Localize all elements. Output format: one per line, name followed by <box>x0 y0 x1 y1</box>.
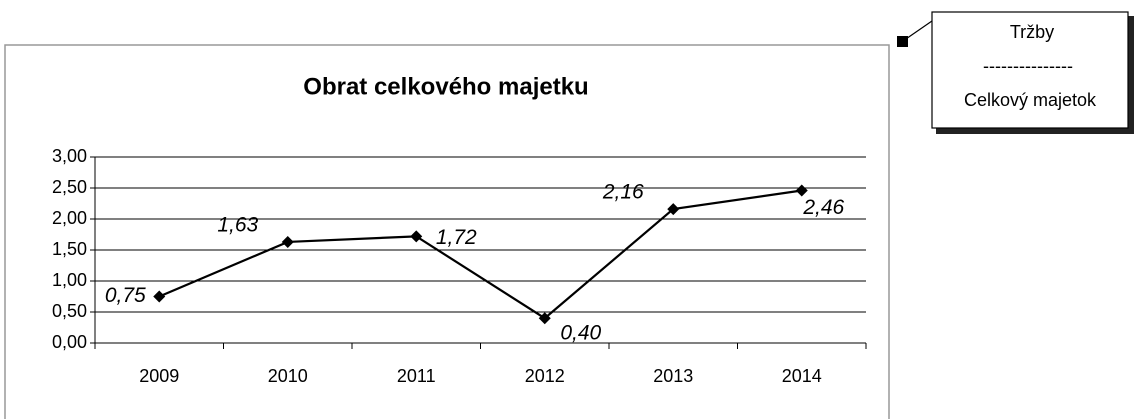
point-marker <box>153 290 166 303</box>
y-tick-label: 0,50 <box>52 301 87 321</box>
data-label: 2,16 <box>602 181 644 204</box>
y-tick-label: 1,00 <box>52 270 87 290</box>
point-marker <box>538 312 551 325</box>
x-tick-label: 2009 <box>139 366 179 386</box>
point-marker <box>667 203 680 216</box>
x-tick-label: 2014 <box>782 366 822 386</box>
callout-anchor <box>897 36 908 47</box>
y-tick-label: 0,00 <box>52 332 87 352</box>
line-series <box>158 189 802 320</box>
x-tick-label: 2013 <box>653 366 693 386</box>
callout-denominator: Celkový majetok <box>964 90 1097 110</box>
y-tick-label: 3,00 <box>52 146 87 166</box>
x-tick-label: 2011 <box>397 366 436 386</box>
x-tick-label: 2012 <box>525 366 565 386</box>
chart-title: Obrat celkového majetku <box>303 73 588 100</box>
y-tick-label: 2,00 <box>52 208 87 228</box>
data-label: 1,63 <box>217 213 258 236</box>
data-label: 0,40 <box>560 322 601 345</box>
point-marker <box>281 235 294 248</box>
y-tick-label: 1,50 <box>52 239 87 259</box>
point-marker <box>410 230 423 243</box>
data-label: 0,75 <box>105 284 146 307</box>
callout-separator: --------------- <box>983 56 1073 76</box>
callout-numerator: Tržby <box>1010 22 1054 42</box>
callout-box <box>931 11 1129 129</box>
point-marker <box>795 184 808 197</box>
x-tick-label: 2010 <box>268 366 308 386</box>
y-tick-label: 2,50 <box>52 177 87 197</box>
chart-frame <box>4 44 890 419</box>
data-label: 2,46 <box>802 196 844 219</box>
data-label: 1,72 <box>436 226 477 249</box>
